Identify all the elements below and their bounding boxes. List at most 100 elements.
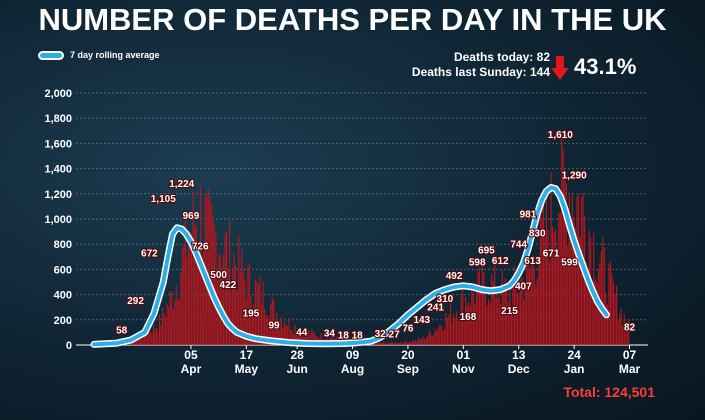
data-label: 76 [402, 323, 414, 334]
daily-bar [414, 339, 417, 345]
daily-bar [288, 317, 290, 345]
change-percentage: 43.1% [574, 54, 637, 79]
daily-bar [533, 267, 535, 345]
daily-bar [509, 288, 511, 345]
daily-bar [579, 236, 581, 345]
daily-bar [282, 327, 284, 345]
daily-bar [410, 342, 412, 345]
daily-bar [468, 302, 470, 345]
data-label: 32 [375, 329, 387, 340]
daily-bar [157, 331, 159, 345]
daily-bar [177, 299, 179, 345]
daily-bar [480, 292, 482, 345]
daily-bar [154, 329, 156, 345]
daily-bar [419, 338, 421, 345]
data-label: 671 [543, 248, 560, 259]
x-tick-month-label: Aug [341, 362, 364, 376]
daily-bar [264, 309, 266, 345]
data-label: 500 [210, 270, 227, 281]
daily-bar [591, 281, 593, 345]
data-label: 292 [127, 296, 144, 307]
daily-bar [289, 329, 292, 345]
daily-bar [244, 278, 246, 345]
daily-bar [481, 265, 484, 345]
daily-bar [495, 297, 497, 345]
daily-bar [241, 249, 243, 345]
x-tick-month-label: May [235, 362, 259, 376]
daily-bar [193, 226, 196, 345]
daily-bar [174, 300, 176, 345]
x-tick-month-label: Mar [619, 362, 641, 376]
daily-bar [300, 329, 302, 345]
daily-bar [411, 340, 413, 345]
daily-bar [390, 341, 392, 345]
daily-bar [478, 267, 481, 345]
x-tick-day-label: 05 [184, 348, 198, 362]
daily-bar [408, 341, 410, 345]
data-label: 82 [624, 323, 636, 334]
daily-bar [431, 336, 433, 345]
daily-bar [276, 312, 278, 345]
daily-bar [483, 271, 485, 345]
daily-bar [236, 290, 238, 345]
daily-bar [472, 292, 474, 345]
x-tick-month-label: Nov [452, 362, 475, 376]
daily-bar [180, 272, 182, 345]
y-tick-label: 200 [54, 315, 72, 327]
daily-bar [466, 305, 468, 345]
daily-bar [265, 315, 267, 345]
daily-bar [562, 150, 564, 345]
daily-bar [207, 188, 209, 345]
stat-last-sunday-value: 144 [529, 65, 550, 79]
daily-bar [442, 330, 444, 345]
daily-bar [548, 261, 551, 345]
data-label: 598 [469, 258, 486, 269]
daily-bar [379, 342, 381, 345]
daily-bar [492, 281, 494, 345]
daily-bar [420, 339, 423, 345]
daily-bar [507, 301, 509, 345]
daily-bar [388, 342, 391, 345]
daily-bar [503, 285, 505, 345]
daily-bar [253, 303, 255, 345]
daily-bar [564, 173, 566, 345]
daily-bar [279, 320, 281, 345]
data-label: 18 [352, 331, 364, 342]
daily-bar [602, 236, 604, 345]
daily-bar [428, 331, 430, 345]
daily-bar [516, 293, 519, 345]
stat-deaths-today: Deaths today: 82 [360, 50, 550, 65]
daily-bar [305, 328, 307, 345]
daily-bar [449, 303, 452, 345]
stats-box: Deaths today: 82 Deaths last Sunday: 144 [360, 50, 550, 80]
legend-label: 7 day rolling average [70, 50, 160, 60]
data-label: 744 [510, 239, 527, 250]
daily-bar [387, 343, 389, 345]
data-label: 613 [524, 256, 541, 267]
data-label: 241 [427, 303, 444, 314]
daily-bar [619, 313, 621, 345]
daily-bar [491, 273, 493, 345]
daily-bar [273, 299, 275, 345]
daily-bar [392, 342, 394, 345]
daily-bar [489, 302, 491, 345]
daily-bar [506, 282, 508, 345]
daily-bar [192, 191, 194, 345]
daily-bar [576, 196, 578, 345]
daily-bar [402, 343, 404, 345]
daily-bar [568, 195, 570, 345]
daily-bar [189, 232, 191, 345]
daily-bar [515, 281, 517, 345]
daily-bar [294, 324, 296, 345]
x-tick-day-label: 24 [567, 348, 581, 362]
x-tick-day-label: 17 [240, 348, 254, 362]
daily-bar [320, 333, 322, 345]
daily-bar [443, 328, 445, 345]
daily-bar [530, 265, 532, 345]
daily-bar [134, 341, 136, 345]
daily-bar [283, 322, 286, 345]
daily-bar [183, 244, 185, 345]
daily-bar [615, 285, 618, 345]
